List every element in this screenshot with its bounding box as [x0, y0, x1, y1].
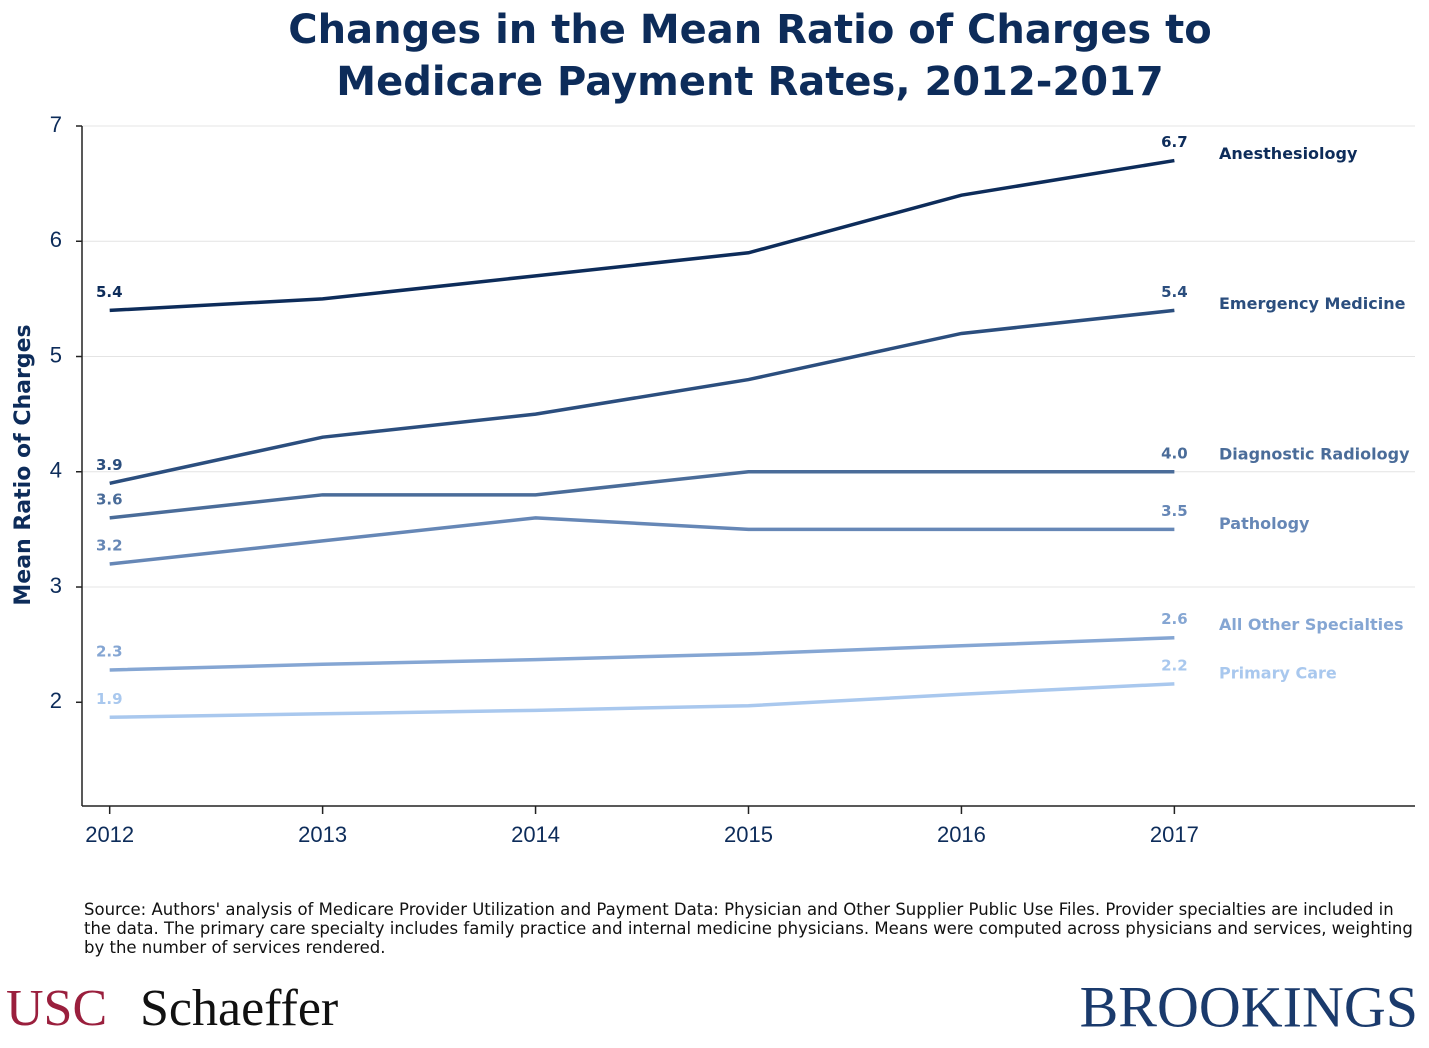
value-label: 2.6 [1161, 610, 1188, 628]
value-label: 2.3 [96, 643, 123, 661]
legend-label: Primary Care [1219, 663, 1337, 682]
x-tick-label: 2013 [298, 822, 347, 847]
y-tick-label: 7 [50, 112, 62, 137]
value-label: 3.9 [96, 456, 123, 474]
x-tick-label: 2017 [1150, 822, 1199, 847]
value-label: 5.4 [1161, 283, 1188, 301]
y-tick-label: 6 [50, 227, 62, 252]
chart-title: Medicare Payment Rates, 2012-2017 [336, 59, 1163, 105]
line [109, 516, 1175, 566]
value-label: 2.2 [1161, 656, 1188, 674]
line [109, 158, 1175, 313]
line [109, 635, 1175, 672]
value-label: 3.2 [96, 536, 123, 554]
y-tick-label: 4 [50, 458, 62, 483]
value-label: 1.9 [96, 690, 123, 708]
logo-schaeffer: Schaeffer [140, 980, 338, 1037]
x-tick-label: 2014 [511, 822, 560, 847]
y-tick-label: 3 [50, 573, 62, 598]
legend-label: Emergency Medicine [1219, 294, 1406, 313]
legend-label: All Other Specialties [1219, 615, 1403, 634]
line [109, 682, 1175, 720]
y-axis-label: Mean Ratio of Charges [11, 324, 36, 605]
y-tick-label: 2 [50, 688, 62, 713]
logo-usc: USC [6, 980, 107, 1037]
legend-label: Diagnostic Radiology [1219, 444, 1410, 463]
y-tick-label: 5 [50, 342, 62, 367]
chart-title: Changes in the Mean Ratio of Charges to [288, 7, 1211, 53]
x-tick-label: 2012 [85, 822, 134, 847]
value-label: 3.5 [1161, 502, 1188, 520]
x-tick-label: 2016 [937, 822, 986, 847]
legend-label: Anesthesiology [1219, 144, 1358, 163]
value-label: 4.0 [1161, 444, 1188, 462]
line [109, 470, 1175, 520]
x-tick-label: 2015 [724, 822, 773, 847]
value-label: 5.4 [96, 283, 123, 301]
value-label: 6.7 [1161, 133, 1188, 151]
source-note: Source: Authors' analysis of Medicare Pr… [84, 900, 1413, 957]
legend-label: Pathology [1219, 514, 1310, 533]
line [109, 308, 1175, 485]
value-label: 3.6 [96, 490, 123, 508]
logo-brookings: BROOKINGS [1080, 974, 1418, 1039]
